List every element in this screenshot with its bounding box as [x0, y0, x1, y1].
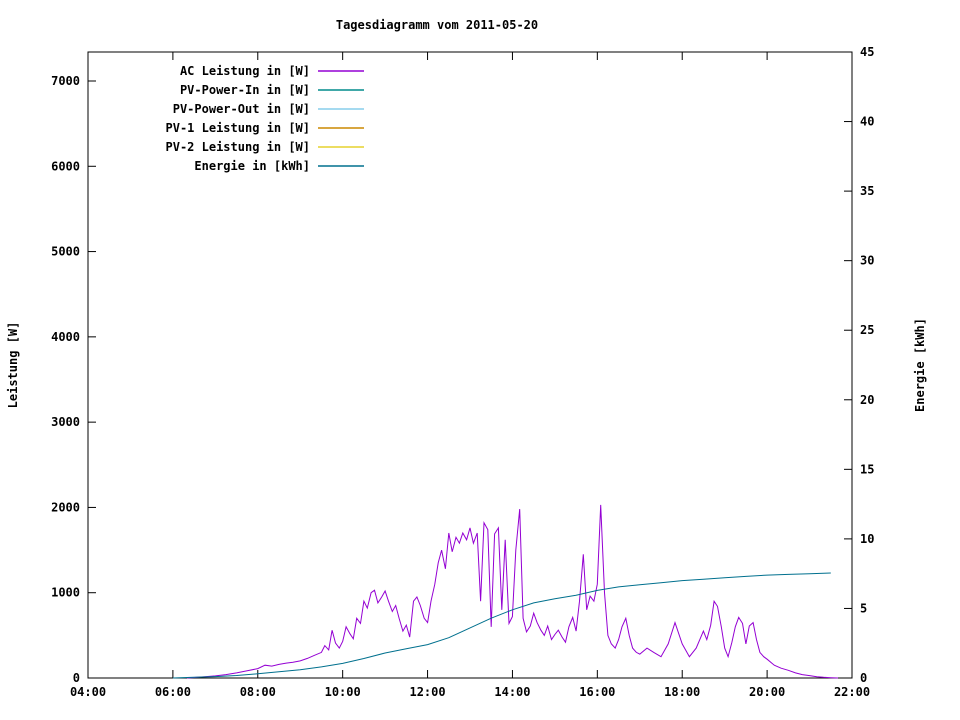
- right-axis-label: Energie [kWh]: [913, 318, 927, 412]
- right-y-tick-label: 40: [860, 115, 874, 129]
- x-tick-label: 22:00: [834, 685, 870, 699]
- x-tick-label: 14:00: [494, 685, 530, 699]
- x-tick-label: 06:00: [155, 685, 191, 699]
- left-y-tick-label: 2000: [51, 500, 80, 514]
- legend-label: PV-Power-Out in [W]: [173, 102, 310, 116]
- axis-ticks: 04:00 06:00 08:00 10:00 12:00 14:00 16:00 18:00…: [51, 45, 874, 699]
- x-tick-label: 16:00: [579, 685, 615, 699]
- right-y-tick-label: 0: [860, 671, 867, 685]
- plot-border: [87, 51, 853, 679]
- right-y-tick-label: 35: [860, 184, 874, 198]
- left-y-tick-label: 3000: [51, 415, 80, 429]
- chart-title: Tagesdiagramm vom 2011-05-20: [336, 18, 538, 32]
- right-y-tick-label: 20: [860, 393, 874, 407]
- series-line-energie-in-kwh-: [172, 572, 831, 679]
- right-y-tick-label: 5: [860, 601, 867, 615]
- right-y-tick-label: 30: [860, 254, 874, 268]
- legend-label: PV-1 Leistung in [W]: [166, 121, 311, 135]
- x-tick-label: 18:00: [664, 685, 700, 699]
- legend-label: PV-Power-In in [W]: [180, 83, 310, 97]
- right-y-tick-label: 25: [860, 323, 874, 337]
- left-y-tick-label: 1000: [51, 586, 80, 600]
- left-y-tick-label: 6000: [51, 159, 80, 173]
- legend-label: Energie in [kWh]: [194, 159, 310, 173]
- legend-label: AC Leistung in [W]: [180, 64, 310, 78]
- right-y-tick-label: 45: [860, 45, 874, 59]
- right-y-tick-label: 10: [860, 532, 874, 546]
- left-y-tick-label: 0: [73, 671, 80, 685]
- left-y-tick-label: 4000: [51, 330, 80, 344]
- right-y-tick-label: 15: [860, 462, 874, 476]
- data-series: [172, 504, 839, 679]
- left-axis-label: Leistung [W]: [6, 322, 20, 409]
- x-tick-label: 08:00: [240, 685, 276, 699]
- x-tick-label: 12:00: [409, 685, 445, 699]
- series-line-ac-leistung-in-w-: [186, 504, 839, 679]
- legend-label: PV-2 Leistung in [W]: [166, 140, 311, 154]
- left-y-tick-label: 7000: [51, 74, 80, 88]
- x-tick-label: 20:00: [749, 685, 785, 699]
- x-tick-label: 04:00: [70, 685, 106, 699]
- left-y-tick-label: 5000: [51, 245, 80, 259]
- x-tick-label: 10:00: [325, 685, 361, 699]
- chart-legend: AC Leistung in [W] PV-Power-In in [W] PV-P…: [166, 64, 364, 173]
